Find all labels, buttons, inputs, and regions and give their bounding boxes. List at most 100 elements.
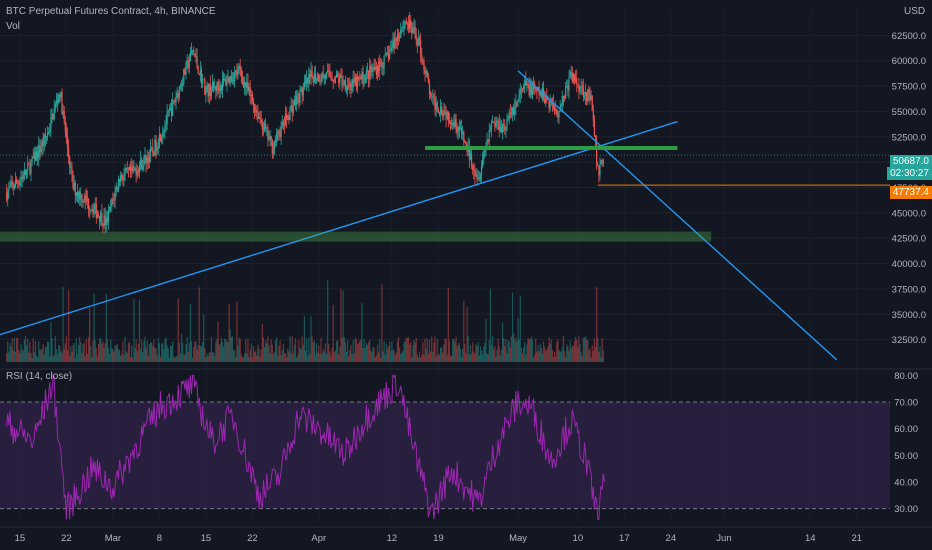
volume-bar [516,341,518,362]
currency-label[interactable]: USD [904,6,926,17]
volume-bar [84,355,86,362]
volume-bar [467,336,469,362]
volume-bar [338,354,340,362]
candle-body [575,78,577,81]
volume-bar [485,318,487,362]
volume-bar [374,357,376,362]
volume-bar [103,347,105,362]
candle-body [42,141,44,146]
volume-bar [479,346,482,362]
volume-bar [544,346,546,362]
candle-body [276,132,278,143]
candle-body [589,93,591,101]
volume-bar [76,354,79,362]
volume-bar [18,349,20,362]
candle-body [54,103,56,109]
candle-body [376,66,379,75]
rsi-label[interactable]: RSI (14, close) [6,371,73,382]
candle-body [404,21,406,22]
volume-bar [306,338,308,362]
rsi-axis[interactable]: 30.00 40.00 50.00 60.00 70.00 80.00 [894,371,918,515]
candle-body [45,137,48,139]
volume-bar [596,287,598,362]
volume-bar [399,347,401,362]
candle-body [220,85,222,91]
volume-bar [293,344,296,362]
candle-body [416,39,418,45]
candle-body [359,76,361,79]
time-axis[interactable]: 15 22 Mar 8 15 22 Apr 12 19 May 10 17 24 Jun 14 21 [15,533,862,544]
volume-bar [474,353,476,362]
volume-bar [110,339,112,362]
drawings[interactable] [0,70,890,361]
volume-bar [381,284,383,362]
volume-bar [525,354,527,362]
candle-body [503,124,505,126]
volume-bar [499,355,501,362]
volume-bar [299,347,301,362]
candle-body [596,141,598,167]
candle-body [174,100,176,103]
candle-body [577,84,579,85]
candle-body [60,92,62,98]
volume-bar [287,348,289,362]
volume-label[interactable]: Vol [6,21,20,32]
volume-bar [572,346,575,362]
candle-body [176,92,178,99]
volume-bar [133,298,135,362]
candle-body [110,206,112,208]
volume-bar [145,347,147,362]
candle-body [18,183,20,185]
candle-body [328,70,330,72]
candle-body [576,78,578,85]
volume-bar [321,353,323,362]
volume-bar [41,348,43,362]
candle-body [343,80,345,85]
candle-body [55,100,58,104]
time-tick-label: Apr [311,533,326,544]
volume-bar [273,352,276,362]
candle-body [381,62,383,69]
symbol-title[interactable]: BTC Perpetual Futures Contract, 4h, BINA… [6,6,216,17]
candle-body [337,73,339,78]
volume-bar [477,341,479,362]
volume-bar [87,336,90,362]
volume-bar [395,352,397,362]
candle-body [304,81,307,83]
volume-bar [327,280,329,362]
candle-body [389,51,391,59]
candle-body [438,111,441,114]
rsi-tick-label: 50.00 [894,451,918,462]
candle-body [32,156,34,159]
volume-bar [382,351,384,362]
candle-body [128,167,131,171]
volume-bar [414,342,416,362]
candle-body [329,71,331,77]
candle-body [497,120,499,123]
volume-bar [159,356,162,362]
volume-bar [137,344,139,362]
candle-body [562,95,565,98]
volume-bar [99,338,101,362]
candle-body [23,170,25,180]
volume-bar [542,341,545,362]
volume-bar [94,340,96,362]
candle-body [407,23,410,29]
volume-bar [526,344,528,362]
candle-body [13,187,15,189]
volume-bar [206,353,208,362]
candle-body [588,89,590,94]
candle-body [365,70,368,75]
candle-body [33,151,35,159]
candle-body [484,149,486,153]
candle-body [433,95,435,98]
volume-bar [166,345,168,362]
candle-body [346,85,349,90]
volume-bar [141,339,143,362]
candle-body [470,153,473,166]
volume-bar [168,357,170,362]
candle-body [567,85,569,91]
candle-body [241,75,244,82]
volume-bar [589,348,591,362]
